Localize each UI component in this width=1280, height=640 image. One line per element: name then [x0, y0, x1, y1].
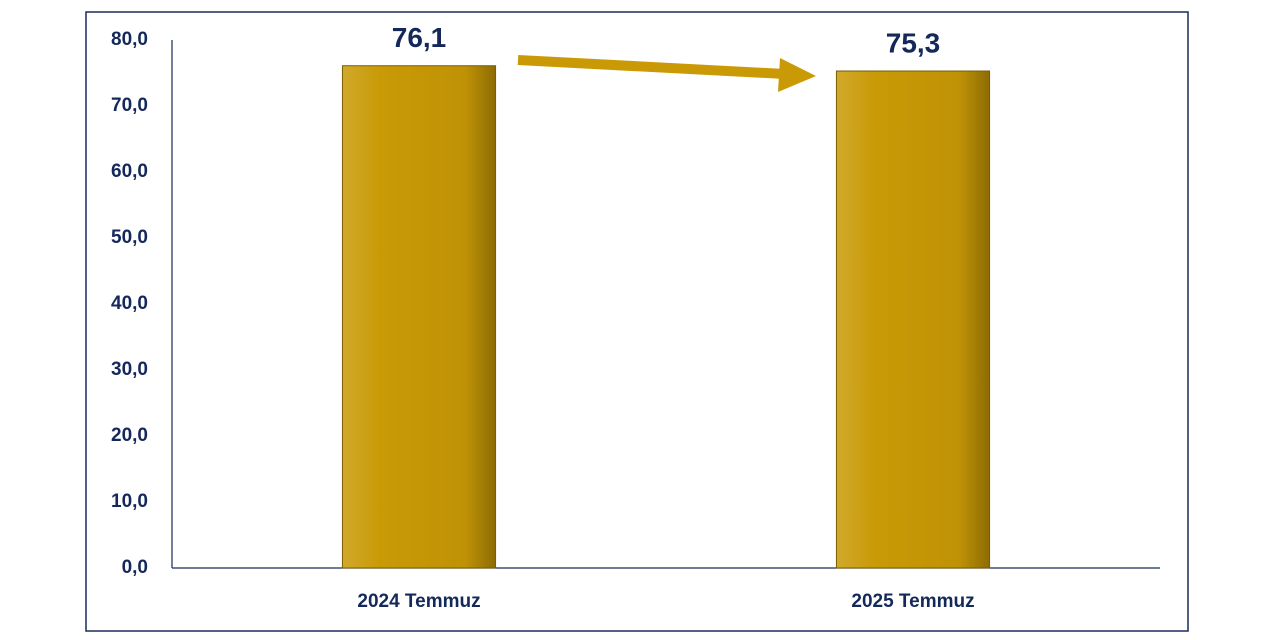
y-tick-label: 80,0 [111, 29, 148, 50]
y-tick-label: 70,0 [111, 95, 148, 116]
x-tick-label: 2025 Temmuz [851, 591, 974, 612]
value-label: 75,3 [886, 27, 941, 58]
y-tick-label: 0,0 [122, 557, 148, 578]
y-tick-label: 60,0 [111, 161, 148, 182]
trend-arrow [517, 55, 816, 92]
x-tick-label: 2024 Temmuz [357, 591, 480, 612]
y-tick-label: 20,0 [111, 425, 148, 446]
arrow-head [778, 58, 816, 92]
y-tick-label: 10,0 [111, 491, 148, 512]
arrow-shaft [517, 55, 786, 79]
value-label: 76,1 [392, 22, 447, 53]
y-tick-label: 50,0 [111, 227, 148, 248]
bar [341, 65, 497, 569]
y-tick-label: 30,0 [111, 359, 148, 380]
chart-frame [85, 11, 1189, 632]
bar [835, 70, 991, 569]
y-tick-label: 40,0 [111, 293, 148, 314]
